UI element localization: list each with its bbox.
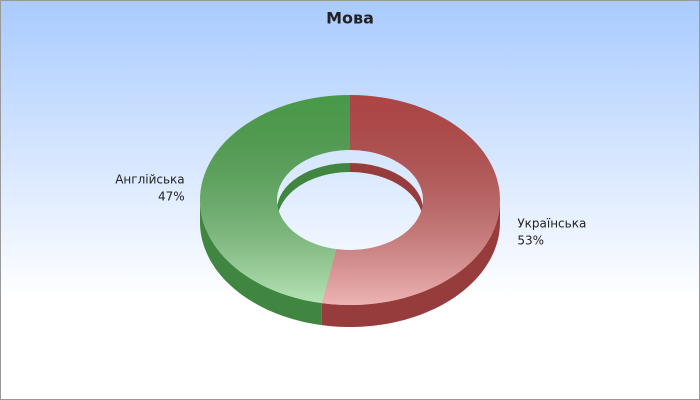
outer-wall [321, 200, 500, 327]
value-label: 47% [158, 190, 185, 204]
chart-title: Мова [326, 9, 374, 28]
outer-wall-shade [200, 200, 322, 326]
slice-shine [321, 95, 500, 305]
slice-label: Англійська [115, 173, 184, 187]
plot: Українська 53% Англійська 47% [115, 95, 586, 327]
slice-label: Українська [517, 216, 586, 230]
slice-shine [200, 95, 350, 304]
outer-wall [200, 200, 322, 326]
outer-wall-shade [321, 200, 500, 327]
value-label: 53% [517, 233, 544, 247]
